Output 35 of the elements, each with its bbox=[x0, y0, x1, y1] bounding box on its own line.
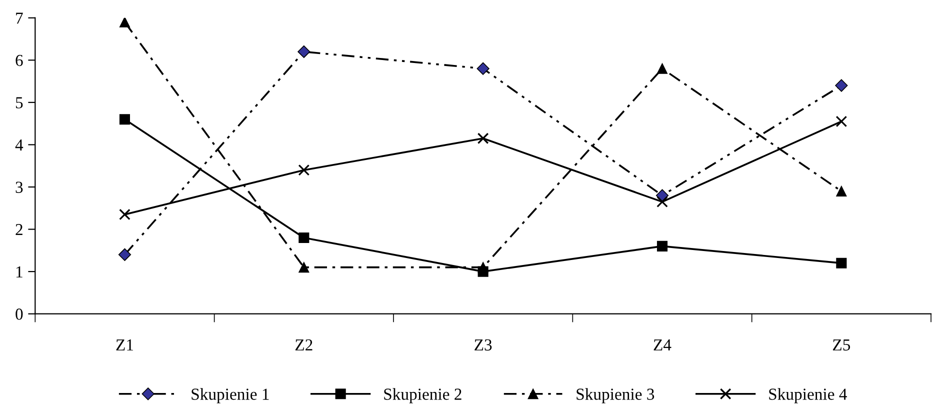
x-tick-label: Z2 bbox=[295, 339, 312, 350]
legend-label: Skupienie 4 bbox=[769, 388, 847, 404]
legend-label: Skupienie 3 bbox=[576, 388, 654, 404]
x-tick-label: Z3 bbox=[474, 339, 492, 351]
y-tick-label: 3 bbox=[16, 182, 23, 193]
point bbox=[298, 232, 310, 244]
legend-label: Skupienie 1 bbox=[192, 388, 269, 404]
point bbox=[298, 164, 310, 176]
point bbox=[119, 18, 130, 28]
point bbox=[478, 262, 488, 273]
point bbox=[477, 132, 489, 144]
point bbox=[656, 240, 668, 252]
y-tick-label: 6 bbox=[16, 54, 23, 66]
point bbox=[119, 208, 130, 220]
point bbox=[836, 258, 847, 268]
point bbox=[836, 116, 848, 128]
point bbox=[118, 248, 132, 261]
point bbox=[836, 186, 847, 196]
point bbox=[656, 196, 668, 208]
point bbox=[656, 63, 668, 74]
x-tick-label: Z5 bbox=[832, 339, 850, 351]
point bbox=[835, 79, 848, 92]
y-tick-label: 5 bbox=[16, 97, 23, 108]
legend-label: Skupienie 2 bbox=[384, 388, 462, 404]
x-tick-label: Z1 bbox=[116, 339, 133, 350]
point bbox=[119, 114, 130, 125]
y-tick-label: 0 bbox=[16, 308, 23, 320]
point bbox=[298, 262, 310, 273]
y-tick-label: 2 bbox=[16, 224, 22, 236]
x-tick-label: Z4 bbox=[654, 339, 672, 350]
y-tick-label: 7 bbox=[16, 12, 23, 24]
y-tick-label: 1 bbox=[16, 266, 22, 278]
y-tick-label: 4 bbox=[15, 140, 24, 150]
point bbox=[476, 62, 490, 75]
point bbox=[298, 45, 310, 58]
